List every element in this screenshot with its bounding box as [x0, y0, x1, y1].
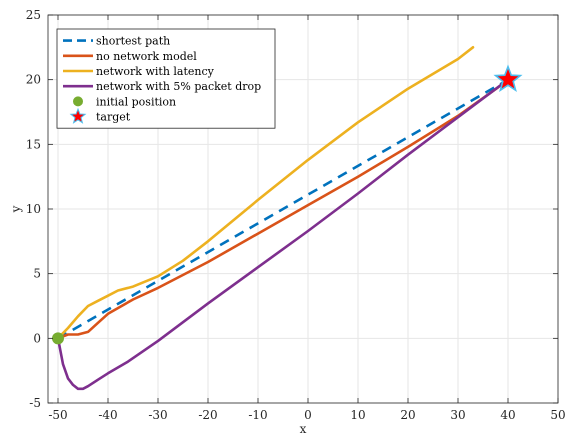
marker-0	[52, 332, 64, 345]
legend-label-2: network with latency	[96, 65, 215, 78]
y-tick-label: 10	[26, 202, 41, 216]
series-line-2	[56, 45, 475, 340]
x-tick-label: 30	[450, 408, 465, 422]
series-line-0	[57, 78, 509, 340]
legend-box	[56, 28, 276, 129]
legend-swatch-5	[69, 107, 87, 124]
legend-label-4: initial position	[96, 95, 176, 108]
y-axis-label: y	[9, 205, 23, 213]
y-tick-label: 20	[26, 73, 41, 87]
legend-label-1: no network model	[96, 50, 197, 63]
legend-label-0: shortest path	[96, 35, 170, 48]
series-line-1	[56, 78, 510, 340]
x-tick-label: 0	[304, 408, 312, 422]
x-tick-label: -10	[248, 408, 267, 422]
series-layer	[56, 45, 510, 391]
legend-swatch-4	[73, 96, 83, 107]
y-tick-label: -5	[29, 396, 41, 410]
x-tick-label: 20	[400, 408, 415, 422]
x-tick-label: 10	[350, 408, 365, 422]
legend-label-5: target	[96, 111, 131, 124]
x-tick-label: -30	[148, 408, 167, 422]
x-tick-label: 50	[550, 408, 565, 422]
legend: shortest path no network model network wit…	[56, 28, 276, 129]
y-tick-label: 15	[26, 137, 41, 151]
y-tick-label: 5	[33, 267, 41, 281]
marker-1	[493, 64, 523, 93]
x-axis-label: x	[300, 422, 307, 436]
legend-label-3: network with 5% packet drop	[96, 80, 261, 93]
y-tick-label: 25	[26, 8, 41, 22]
x-tick-label: 40	[500, 408, 515, 422]
series-line-3	[56, 78, 510, 391]
y-tick-label: 0	[33, 331, 41, 345]
x-tick-label: -40	[98, 408, 117, 422]
x-tick-label: -50	[48, 408, 67, 422]
x-tick-label: -20	[198, 408, 217, 422]
